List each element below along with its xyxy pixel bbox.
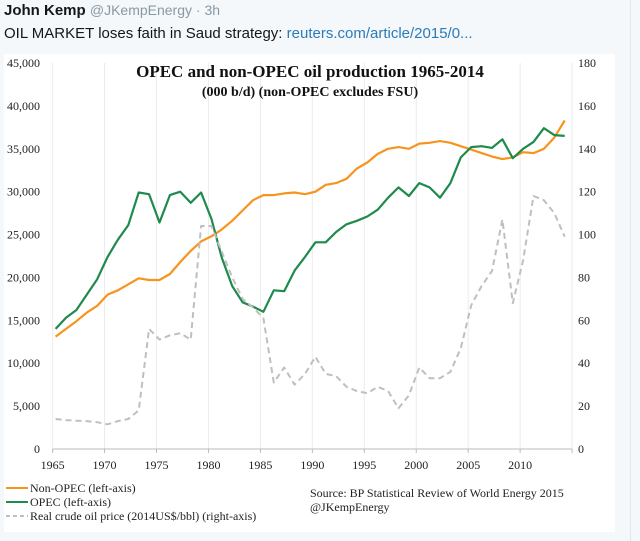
y-right-tick-label: 100	[578, 228, 596, 242]
separator-dot: ·	[192, 2, 205, 18]
tweet-time[interactable]: 3h	[204, 2, 221, 18]
y-left-tick-label: 20,000	[7, 270, 40, 284]
gridlines	[52, 63, 573, 449]
tweet-body: OIL MARKET loses faith in Saud strategy:	[4, 25, 287, 42]
y-left-tick-label: 45,000	[7, 56, 40, 70]
author-annotation: @JKempEnergy	[310, 500, 389, 514]
y-left-tick-label: 25,000	[7, 228, 40, 242]
legend-label: OPEC (left-axis)	[30, 495, 111, 509]
y-left-tick-label: 30,000	[7, 185, 40, 199]
timeline-divider	[630, 0, 631, 541]
legend: Non-OPEC (left-axis)OPEC (left-axis)Real…	[6, 481, 256, 523]
x-tick-label: 1990	[300, 458, 324, 472]
y-right-tick-label: 180	[578, 56, 596, 70]
legend-label: Real crude oil price (2014US$/bbl) (righ…	[30, 509, 256, 523]
x-tick-label: 1985	[248, 458, 272, 472]
x-tick-label: 1970	[93, 458, 117, 472]
y-right-tick-label: 160	[578, 99, 596, 113]
legend-label: Non-OPEC (left-axis)	[30, 481, 136, 495]
tweet-text: OIL MARKET loses faith in Saud strategy:…	[4, 25, 473, 42]
tweet-header: John Kemp @JKempEnergy · 3h	[4, 2, 220, 19]
chart-image[interactable]: 1965 1970 1975 1980 1985 1990 1995 2000 2005 2010…	[4, 54, 615, 532]
axes: 1965 1970 1975 1980 1985 1990 1995 2000 2005 2010…	[7, 56, 596, 472]
x-tick-label: 2000	[404, 458, 428, 472]
x-tick-label: 2010	[508, 458, 532, 472]
author-name[interactable]: John Kemp	[4, 2, 86, 19]
y-right-tick-label: 40	[578, 356, 590, 370]
series-line-non-opec	[54, 119, 566, 338]
y-left-tick-label: 10,000	[7, 356, 40, 370]
author-handle[interactable]: @JKempEnergy	[89, 2, 193, 18]
x-tick-label: 1995	[352, 458, 376, 472]
series-line-oil-price	[55, 195, 566, 426]
production-chart: 1965 1970 1975 1980 1985 1990 1995 2000 2005 2010…	[6, 56, 596, 523]
x-tick-label: 2005	[456, 458, 480, 472]
y-left-tick-label: 40,000	[7, 99, 40, 113]
y-right-tick-label: 0	[578, 442, 584, 456]
y-right-tick-label: 20	[578, 399, 590, 413]
chart-subtitle: (000 b/d) (non-OPEC excludes FSU)	[202, 85, 419, 100]
x-tick-label: 1965	[41, 458, 65, 472]
y-right-tick-label: 80	[578, 270, 590, 284]
article-link[interactable]: reuters.com/article/2015/0...	[286, 25, 473, 42]
source-annotation: Source: BP Statistical Review of World E…	[310, 486, 564, 500]
x-tick-label: 1975	[145, 458, 169, 472]
series-line-opec	[54, 127, 565, 330]
y-left-tick-label: 0	[34, 442, 40, 456]
series-lines	[54, 119, 566, 426]
y-left-tick-label: 35,000	[7, 142, 40, 156]
y-right-tick-label: 140	[578, 142, 596, 156]
y-left-tick-label: 15,000	[7, 313, 40, 327]
y-right-tick-label: 120	[578, 185, 596, 199]
chart-title: OPEC and non-OPEC oil production 1965-20…	[136, 62, 484, 81]
y-left-tick-label: 5,000	[13, 399, 40, 413]
x-tick-label: 1980	[196, 458, 220, 472]
y-right-tick-label: 60	[578, 313, 590, 327]
